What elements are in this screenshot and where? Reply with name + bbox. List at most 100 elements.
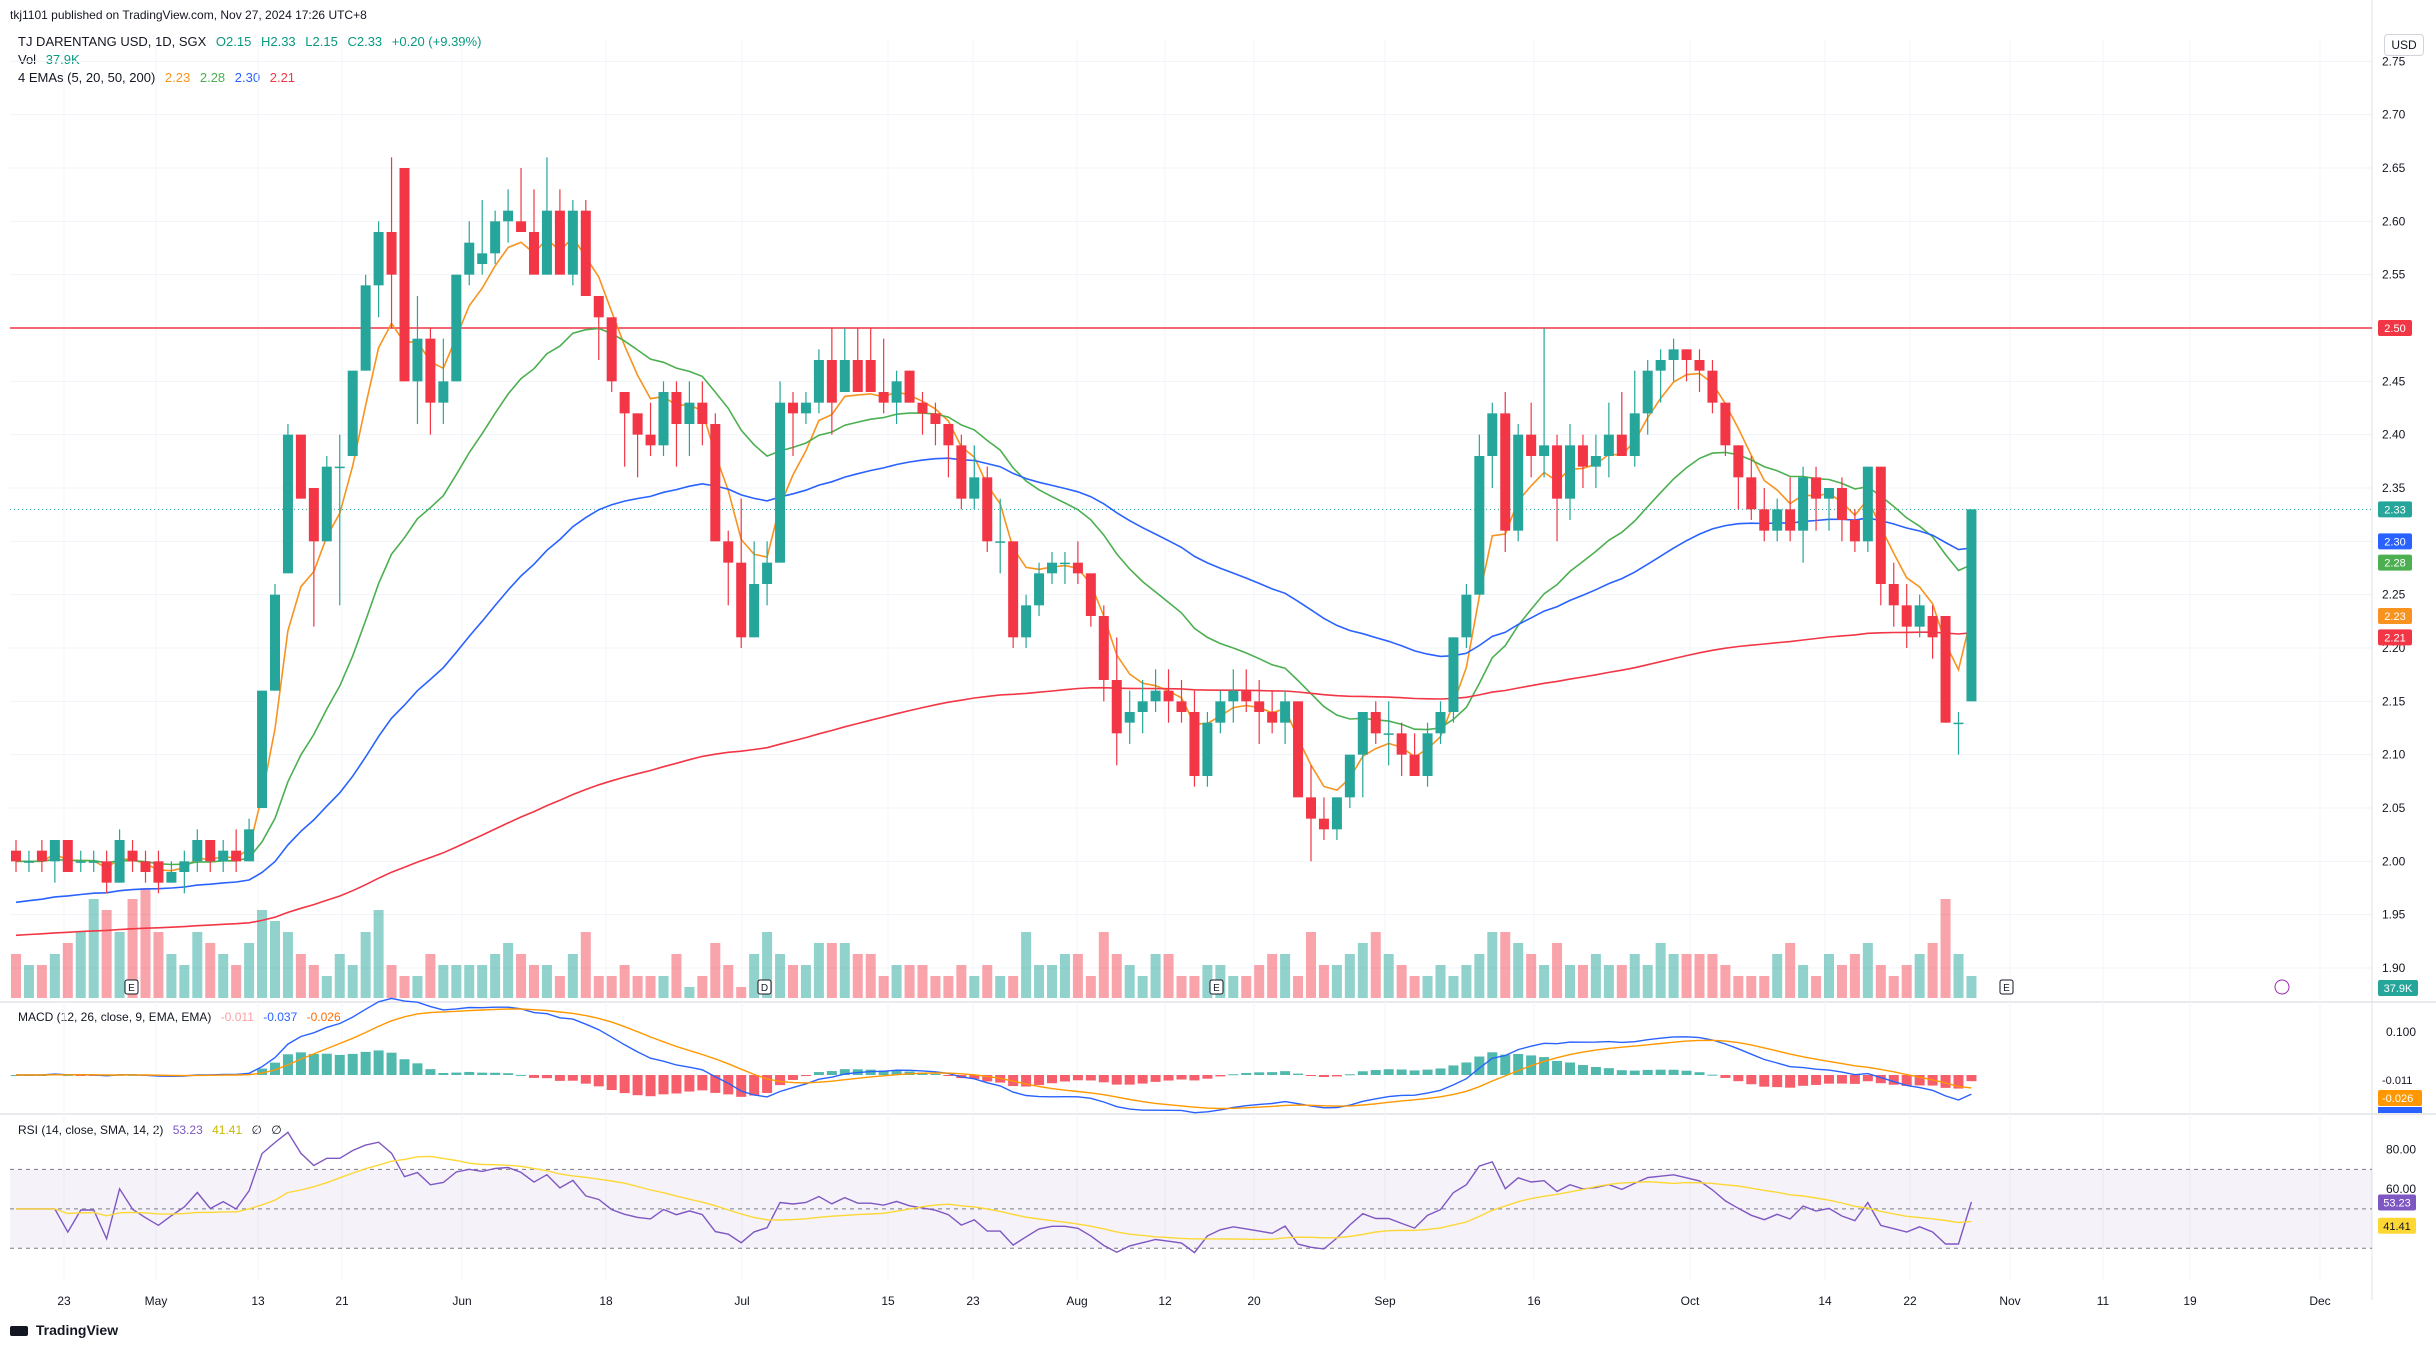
macd-histogram-bar <box>723 1075 734 1095</box>
macd-histogram-bar <box>438 1072 449 1075</box>
macd-hist-axis-label: -0.011 <box>2382 1075 2412 1087</box>
last-price-axis-label: 2.33 <box>2384 504 2405 516</box>
macd-histogram-bar <box>593 1075 604 1087</box>
volume-bar <box>891 965 902 998</box>
macd-histogram-bar <box>451 1072 462 1075</box>
macd-histogram-bar <box>1720 1075 1731 1078</box>
candle-body <box>1552 445 1563 499</box>
macd-line-value: -0.037 <box>263 1010 298 1024</box>
ema200-axis-label-bg <box>2378 629 2412 646</box>
macd-histogram-bar <box>1215 1075 1226 1077</box>
macd-histogram-bar <box>1694 1072 1705 1075</box>
volume-bar <box>1163 954 1174 998</box>
candle-body <box>1293 701 1304 798</box>
candle-body <box>231 850 242 862</box>
volume-label: Vol <box>18 52 37 67</box>
macd-histogram-bar <box>943 1075 954 1076</box>
volume-bar <box>1616 965 1627 998</box>
volume-bar <box>231 965 242 998</box>
rsi-legend[interactable]: RSI (14, close, SMA, 14, 2) 53.23 41.41 … <box>18 1123 282 1137</box>
volume-bar <box>75 932 86 998</box>
candle-body <box>1344 754 1355 798</box>
candle-body <box>762 562 773 584</box>
currency-button[interactable]: USD <box>2384 34 2424 56</box>
price-tick-label: 2.60 <box>2382 214 2406 228</box>
candle-body <box>632 413 643 435</box>
volume-bar <box>503 943 514 998</box>
candle-body <box>1681 349 1692 360</box>
macd-histogram-bar <box>1565 1062 1575 1075</box>
macd-histogram-bar <box>1383 1069 1394 1075</box>
date-tick-label: 14 <box>1818 1294 1832 1308</box>
candle-body <box>852 360 863 392</box>
macd-histogram-bar <box>1914 1075 1925 1086</box>
macd-histogram-bar <box>1733 1075 1744 1082</box>
volume-bar <box>464 965 475 998</box>
price-tick-label: 2.65 <box>2382 161 2406 175</box>
candle-body <box>1370 712 1381 734</box>
candle-body <box>1047 562 1057 574</box>
macd-tick-label: 0.100 <box>2386 1025 2416 1039</box>
event-marker-label: E <box>128 983 135 994</box>
candle-body <box>1849 520 1860 542</box>
macd-histogram-bar <box>1603 1068 1614 1075</box>
candle-body <box>347 370 358 456</box>
macd-histogram-bar <box>334 1054 345 1075</box>
candle-body <box>930 413 941 424</box>
candle-body <box>1280 701 1291 723</box>
volume-bar <box>930 976 941 998</box>
flash-marker-icon <box>2274 979 2290 995</box>
candle-body <box>1461 594 1472 638</box>
candle-body <box>606 317 617 382</box>
candle-body <box>192 840 203 862</box>
macd-histogram-bar <box>1448 1065 1459 1075</box>
candle-body <box>710 424 721 542</box>
volume-bar <box>1448 976 1459 998</box>
resistance-axis-label: 2.50 <box>2384 323 2405 335</box>
macd-histogram-bar <box>878 1070 889 1075</box>
candle-body <box>1798 477 1809 531</box>
date-tick-label: 21 <box>335 1294 349 1308</box>
volume-bar <box>554 976 565 998</box>
volume-bar <box>1137 976 1148 998</box>
volume-bar <box>684 987 695 998</box>
macd-legend[interactable]: MACD (12, 26, close, 9, EMA, EMA) -0.011… <box>18 1010 341 1024</box>
macd-histogram-bar <box>1318 1075 1329 1078</box>
symbol-name[interactable]: TJ DARENTANG USD, 1D, SGX <box>18 34 207 49</box>
candle-body <box>956 445 967 499</box>
macd-histogram-bar <box>1293 1073 1304 1075</box>
macd-histogram-bar <box>1098 1075 1109 1083</box>
candle-body <box>580 210 591 296</box>
volume-bar <box>1888 976 1899 998</box>
macd-histogram-bar <box>1396 1069 1407 1075</box>
volume-bar <box>1370 932 1381 998</box>
candle-body <box>140 861 151 872</box>
macd-histogram-bar <box>1085 1075 1096 1081</box>
publisher-line: tkj1101 published on TradingView.com, No… <box>10 8 367 22</box>
macd-histogram-bar <box>788 1075 798 1080</box>
macd-histogram-bar <box>1875 1075 1886 1084</box>
ema-legend[interactable]: 4 EMAs (5, 20, 50, 200) 2.23 2.28 2.30 2… <box>18 70 301 85</box>
macd-histogram-bar <box>1228 1074 1239 1076</box>
candle-body <box>1331 797 1342 830</box>
price-tick-label: 2.00 <box>2382 854 2406 868</box>
volume-bar <box>516 954 527 998</box>
macd-histogram-bar <box>710 1075 721 1093</box>
volume-legend[interactable]: Vol 37.9K <box>18 52 86 67</box>
volume-bar <box>749 954 760 998</box>
macd-histogram-bar <box>1461 1062 1472 1075</box>
candle-body <box>438 381 449 403</box>
resistance-axis-label-bg <box>2378 320 2412 336</box>
candle-body <box>813 360 824 403</box>
candle-body <box>295 434 306 499</box>
macd-histogram-bar <box>1966 1075 1977 1082</box>
volume-bar <box>541 965 552 998</box>
candle-body <box>1150 690 1161 702</box>
macd-histogram-bar <box>969 1075 980 1079</box>
candle-body <box>36 850 47 862</box>
macd-histogram-bar <box>736 1075 747 1097</box>
macd-histogram-bar <box>1021 1075 1032 1087</box>
tradingview-brand[interactable]: TradingView <box>10 1322 118 1338</box>
macd-histogram-bar <box>425 1069 436 1075</box>
